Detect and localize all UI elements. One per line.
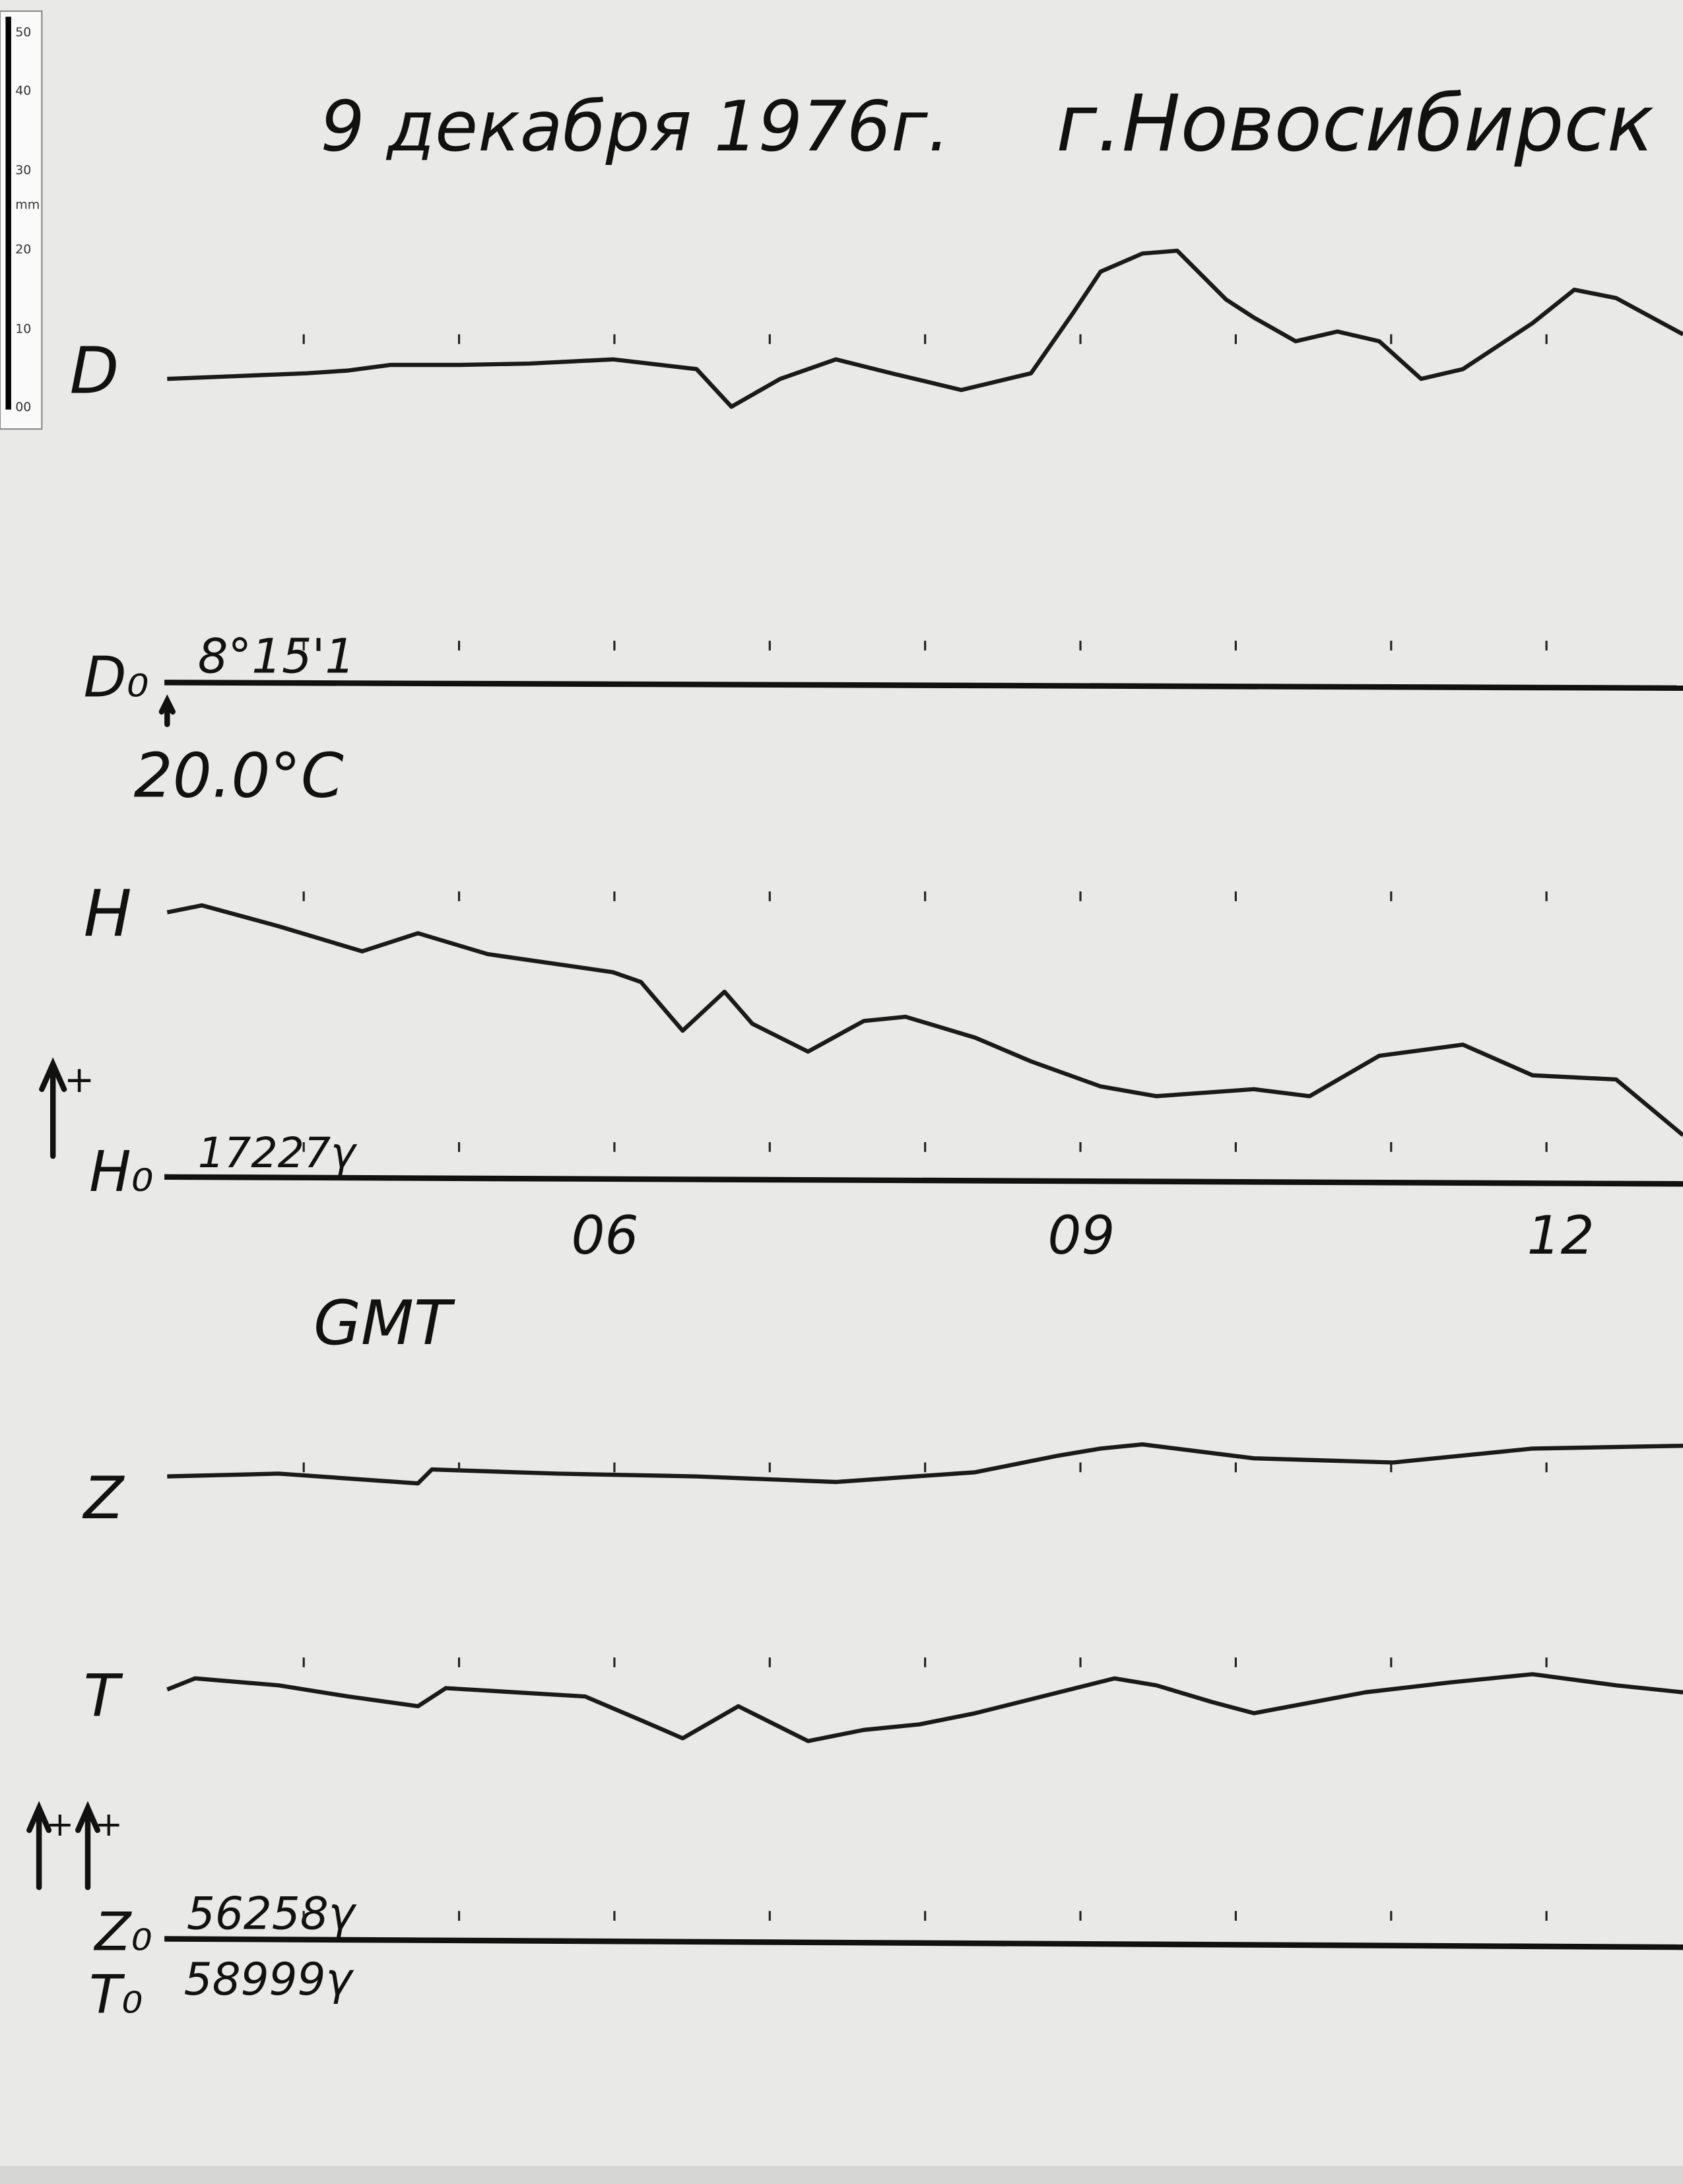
plus-sign: + (95, 1805, 123, 1844)
t-trace (166, 1672, 1683, 1743)
base-label: D₀ (84, 645, 149, 709)
place: г.Новосибирск (Н (1056, 78, 1683, 169)
time-tick-label: 09 (1047, 1205, 1115, 1266)
ruler-bar (5, 16, 11, 410)
base-label: H₀ (89, 1140, 153, 1204)
plus-sign: + (64, 1058, 94, 1101)
arrow (39, 1057, 67, 1159)
arrow (75, 1801, 100, 1890)
base-value: 17227γ (198, 1128, 358, 1177)
time-axis-label: GMT (314, 1287, 455, 1359)
time-tick-label: 12 (1527, 1205, 1595, 1266)
base-label: Z₀ (94, 1901, 152, 1962)
z-baseline (164, 1936, 1683, 1950)
ruler-label: 40 (15, 84, 31, 98)
base-label: T₀ (89, 1964, 143, 2025)
arrow (158, 694, 176, 727)
ruler-label: 10 (15, 322, 31, 337)
component-label: Z (82, 1464, 125, 1532)
h-baseline (164, 1174, 1683, 1187)
base-value: 56258γ (187, 1888, 357, 1940)
hour-marks (302, 334, 1548, 1921)
ruler-label: 30 (15, 163, 31, 177)
temperature: 20.0°C (134, 740, 344, 811)
arrow (26, 1801, 52, 1890)
component-label: T (84, 1662, 123, 1730)
d-trace (167, 248, 1683, 409)
ruler-unit: mm (15, 198, 40, 212)
z-trace (167, 1442, 1683, 1486)
component-label: D (70, 333, 119, 408)
component-label: H (84, 877, 132, 951)
time-tick-label: 06 (571, 1205, 638, 1266)
plus-sign: + (46, 1805, 74, 1844)
ruler-label: 20 (15, 242, 31, 257)
date: 9 декабря 1976г. (321, 86, 950, 167)
base-value: 58999γ (184, 1953, 354, 2005)
paper-edge (0, 2166, 1683, 2184)
h-trace (166, 903, 1683, 1137)
ruler-label: 50 (15, 25, 31, 40)
d-baseline (164, 680, 1683, 691)
ruler-label: 00 (15, 400, 31, 414)
base-value: 8°15'1 (198, 629, 355, 684)
